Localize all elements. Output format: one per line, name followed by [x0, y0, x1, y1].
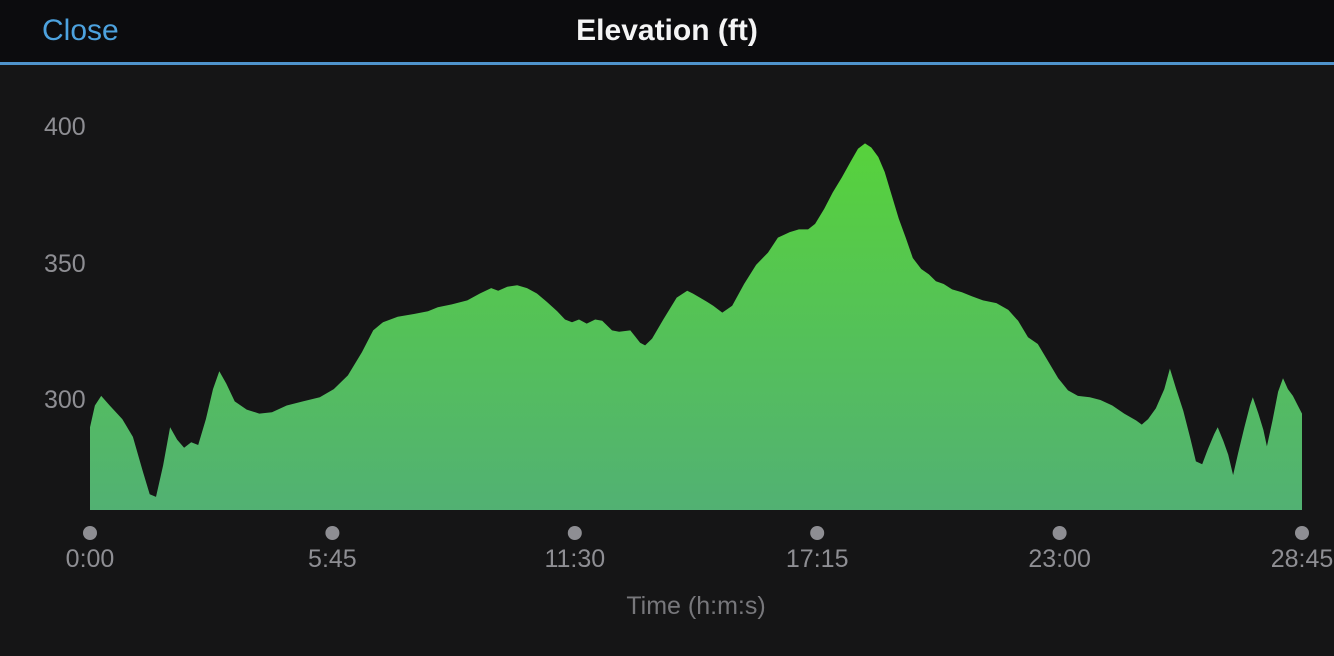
x-tick-dot: [567, 526, 582, 540]
x-tick-label: 28:45: [1270, 545, 1334, 573]
close-button[interactable]: Close: [42, 14, 119, 47]
x-tick-dot: [810, 526, 825, 540]
x-tick-dot: [1052, 526, 1067, 540]
x-tick-dot: [1295, 526, 1309, 540]
page-title: Elevation (ft): [576, 14, 758, 47]
x-tick-label: 17:15: [785, 545, 849, 573]
x-tick-label: 0:00: [65, 545, 115, 573]
x-tick-dot: [83, 526, 97, 540]
y-tick-label: 350: [44, 249, 86, 278]
x-axis-title: Time (h:m:s): [626, 592, 766, 620]
x-tick-dot: [325, 526, 340, 540]
y-tick-label: 300: [44, 386, 86, 414]
x-tick-label: 11:30: [544, 545, 606, 573]
x-tick-label: 23:00: [1028, 545, 1091, 573]
elevation-area: [90, 143, 1302, 510]
x-tick-label: 5:45: [308, 545, 357, 573]
header-bar: Close Elevation (ft): [0, 0, 1334, 65]
y-tick-label: 400: [44, 113, 86, 141]
x-axis-tick-dots: [83, 526, 1309, 540]
